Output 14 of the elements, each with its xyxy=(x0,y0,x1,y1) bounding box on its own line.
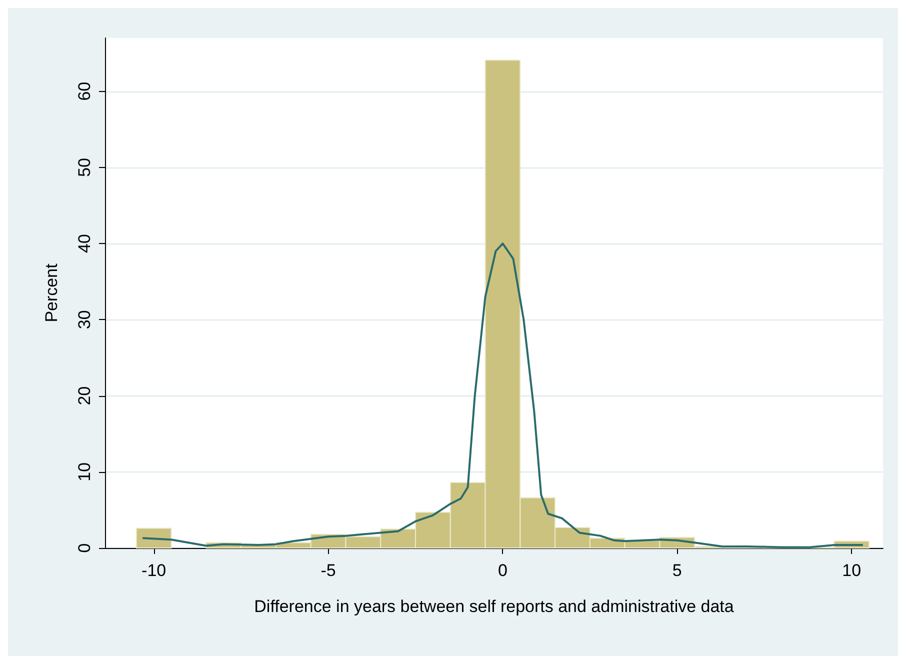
y-tick-label: 20 xyxy=(75,386,94,406)
y-tick-label: 60 xyxy=(75,82,94,101)
x-tick-label: 10 xyxy=(842,561,862,580)
x-tick-label: -10 xyxy=(142,561,166,580)
x-tick-label: 0 xyxy=(498,561,508,580)
x-tick-label: 5 xyxy=(672,561,682,580)
y-tick-label: 40 xyxy=(75,234,94,253)
y-tick-label: 0 xyxy=(75,543,94,553)
x-tick-label: -5 xyxy=(320,561,336,580)
y-axis-title: Percent xyxy=(42,263,61,322)
y-tick-label: 10 xyxy=(75,462,94,482)
x-axis-title: Difference in years between self reports and administrative data xyxy=(254,597,734,616)
y-tick-label: 50 xyxy=(75,158,94,177)
y-tick-label: 30 xyxy=(75,310,94,330)
